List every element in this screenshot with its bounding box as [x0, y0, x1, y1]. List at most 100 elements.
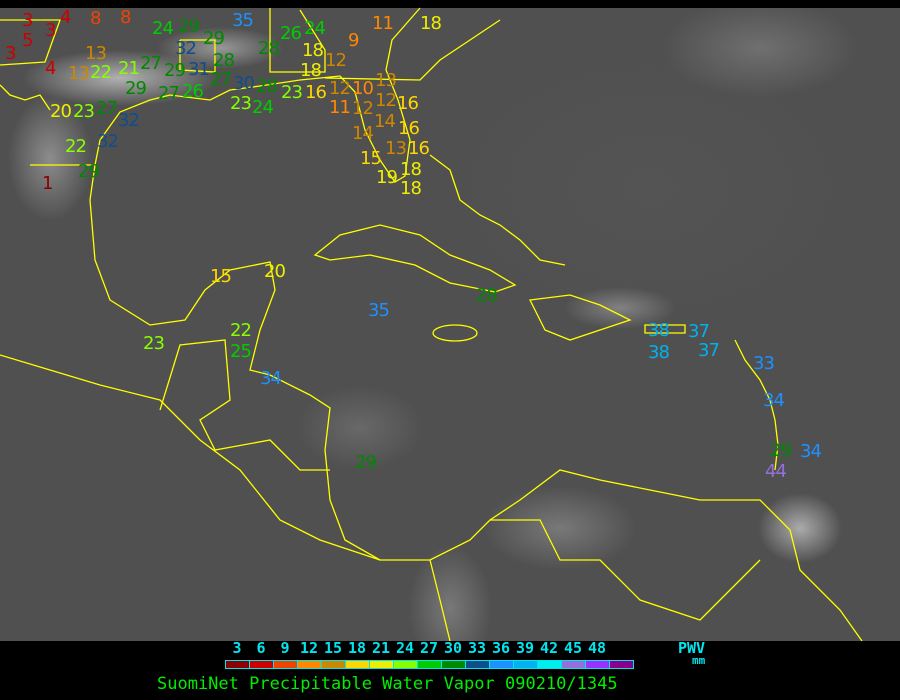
station-pwv-label: 24 [252, 97, 274, 118]
station-pwv-label: 28 [213, 50, 235, 71]
station-pwv-label: 44 [765, 461, 787, 482]
station-pwv-label: 18 [400, 159, 422, 180]
station-pwv-label: 38 [648, 320, 670, 341]
station-pwv-label: 20 [264, 261, 286, 282]
station-pwv-label: 16 [397, 93, 419, 114]
station-pwv-label: 4 [45, 58, 56, 79]
lesser-antilles [734, 339, 779, 471]
satellite-image [0, 8, 900, 641]
color-swatch [322, 661, 346, 668]
jamaica [432, 324, 478, 342]
legend-tick: 48 [587, 639, 607, 657]
color-swatch [250, 661, 274, 668]
station-pwv-label: 20 [50, 101, 72, 122]
station-pwv-label: 21 [118, 58, 140, 79]
station-pwv-label: 23 [143, 333, 165, 354]
station-pwv-label: 27 [210, 69, 232, 90]
cuba [313, 224, 517, 293]
state-borders-5 [324, 19, 501, 81]
color-swatch [418, 661, 442, 668]
legend: 3 6 9 12 15 18 21 24 27 30 33 36 39 42 45 48 [0, 639, 900, 700]
station-pwv-label: 29 [125, 78, 147, 99]
south-america-coast [429, 559, 451, 641]
state-borders [0, 19, 61, 66]
station-pwv-label: 37 [688, 321, 710, 342]
puerto-rico [644, 324, 686, 334]
legend-tick: 33 [467, 639, 487, 657]
station-pwv-label: 16 [408, 138, 430, 159]
station-pwv-label: 23 [230, 93, 252, 114]
legend-tick: 15 [323, 639, 343, 657]
station-pwv-label: 32 [175, 38, 197, 59]
station-pwv-label: 29 [178, 16, 200, 37]
legend-tick: 24 [395, 639, 415, 657]
station-pwv-label: 24 [152, 18, 174, 39]
coastlines-overlay [0, 7, 863, 641]
station-pwv-label: 12 [325, 50, 347, 71]
station-pwv-label: 3 [5, 43, 16, 64]
color-swatch [442, 661, 466, 668]
legend-tick: 27 [419, 639, 439, 657]
color-swatch [586, 661, 610, 668]
station-pwv-label: 23 [281, 82, 303, 103]
station-pwv-label: 29 [355, 452, 377, 473]
station-pwv-label: 26 [280, 23, 302, 44]
station-pwv-label: 10 [352, 78, 374, 99]
station-pwv-label: 16 [398, 118, 420, 139]
station-pwv-label: 28 [256, 76, 278, 97]
station-pwv-label: 5 [22, 30, 33, 51]
state-borders-4 [269, 8, 326, 73]
station-pwv-label: 24 [304, 18, 326, 39]
station-pwv-label: 16 [305, 82, 327, 103]
station-pwv-label: 34 [800, 441, 822, 462]
station-pwv-label: 29 [203, 28, 225, 49]
station-pwv-label: 29 [770, 440, 792, 461]
legend-tick: 42 [539, 639, 559, 657]
legend-label: PWV [678, 639, 706, 657]
station-pwv-label: 14 [352, 123, 374, 144]
map-title: SuomiNet Precipitable Water Vapor 090210… [157, 674, 618, 694]
color-scale-bar [225, 660, 634, 669]
station-pwv-label: 15 [210, 266, 232, 287]
station-pwv-label: 18 [300, 60, 322, 81]
station-pwv-label: 37 [698, 340, 720, 361]
station-pwv-label: 32 [118, 110, 140, 131]
color-swatch [370, 661, 394, 668]
legend-tick: 39 [515, 639, 535, 657]
station-pwv-label: 30 [233, 73, 255, 94]
mexico-central-america-coast [89, 164, 863, 641]
station-pwv-label: 31 [188, 59, 210, 80]
bahamas [429, 154, 566, 266]
color-swatch [562, 661, 586, 668]
country-borders-2 [490, 519, 761, 621]
station-pwv-label: 3 [45, 20, 56, 41]
station-pwv-label: 22 [65, 136, 87, 157]
country-borders [159, 339, 330, 471]
legend-tick: 21 [371, 639, 391, 657]
station-pwv-label: 22 [230, 320, 252, 341]
station-pwv-label: 11 [329, 97, 351, 118]
color-swatch [466, 661, 490, 668]
station-pwv-label: 18 [420, 13, 442, 34]
color-swatch [490, 661, 514, 668]
color-swatch [346, 661, 370, 668]
station-pwv-label: 29 [78, 161, 100, 182]
station-pwv-label: 34 [260, 368, 282, 389]
station-pwv-label: 27 [96, 98, 118, 119]
legend-tick: 9 [280, 639, 290, 657]
color-swatch [274, 661, 298, 668]
station-pwv-label: 33 [753, 353, 775, 374]
legend-tick: 30 [443, 639, 463, 657]
hispaniola [529, 294, 632, 341]
station-pwv-label: 23 [73, 101, 95, 122]
station-pwv-label: 13 [85, 43, 107, 64]
station-pwv-label: 18 [400, 178, 422, 199]
color-swatch [394, 661, 418, 668]
color-swatch [226, 661, 250, 668]
legend-tick: 3 [232, 639, 242, 657]
station-pwv-label: 12 [375, 90, 397, 111]
station-pwv-label: 28 [476, 285, 498, 306]
station-pwv-label: 22 [90, 62, 112, 83]
station-pwv-label: 12 [352, 98, 374, 119]
